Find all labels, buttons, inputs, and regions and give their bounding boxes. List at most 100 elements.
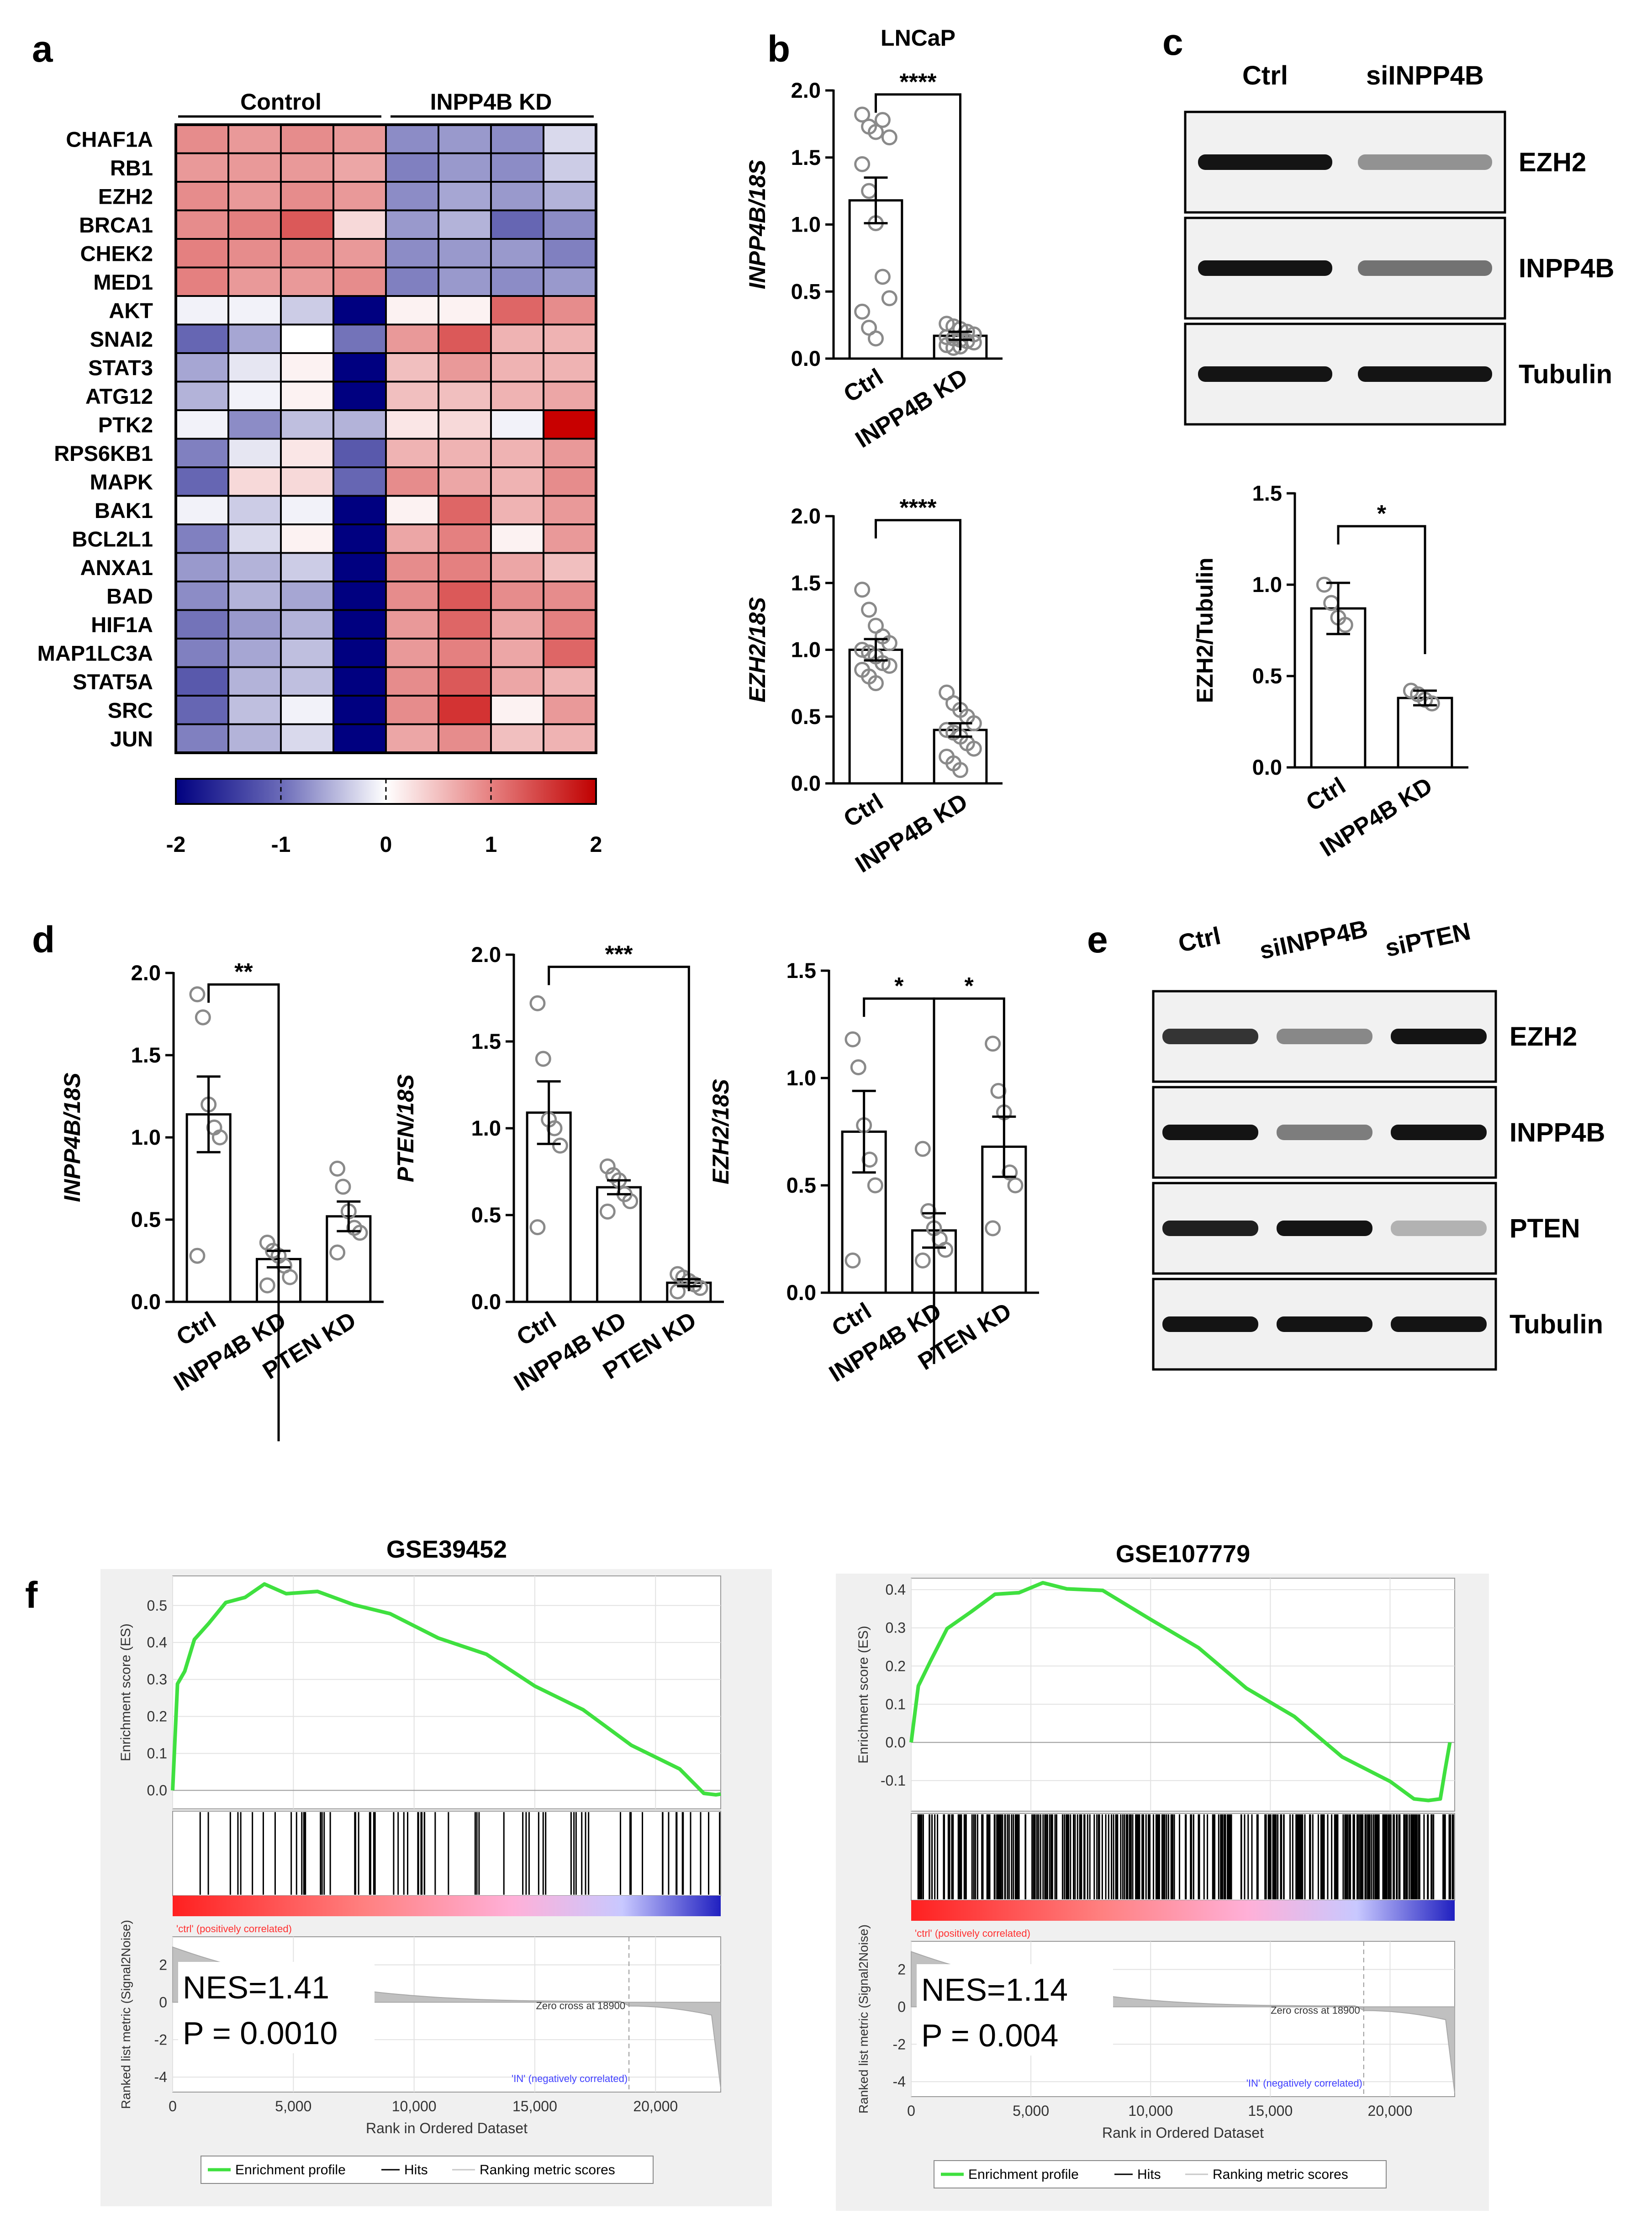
y-tick-label: 0.5 — [131, 1207, 161, 1231]
metric-tick-label: -2 — [154, 2031, 167, 2048]
heatmap-cell — [333, 381, 387, 411]
colorbar-tick-label: 0 — [380, 833, 392, 857]
data-point — [914, 1141, 931, 1157]
heatmap-cell — [333, 409, 387, 440]
heatmap-gene-label: BAK1 — [95, 498, 153, 523]
metric-tick-label: 2 — [159, 1956, 167, 1973]
heatmap-cell — [280, 323, 334, 354]
data-point — [861, 602, 877, 618]
heatmap-cell — [175, 438, 229, 468]
significance-label: * — [965, 973, 974, 999]
data-point — [259, 1277, 275, 1294]
heatmap-cell — [333, 295, 387, 326]
heatmap-cell — [227, 723, 282, 754]
x-tick-label: 10,000 — [1128, 2103, 1173, 2119]
y-tick-label: 0.0 — [791, 346, 821, 370]
data-point — [189, 1247, 206, 1264]
heatmap-gene-label: RB1 — [110, 156, 153, 180]
heatmap-cell — [490, 552, 544, 582]
heatmap-cell — [490, 295, 544, 326]
y-tick-label: 0.5 — [791, 279, 821, 303]
x-tick-label: 15,000 — [1248, 2103, 1293, 2119]
data-point — [874, 269, 891, 285]
significance-bracket — [207, 983, 280, 1442]
heatmap-cell — [385, 295, 439, 326]
y-tick-label: 1.5 — [786, 958, 816, 983]
es-tick-label: 0.3 — [147, 1671, 167, 1688]
data-point — [867, 1177, 883, 1194]
y-tick-label: 2.0 — [791, 504, 821, 528]
heatmap-cell — [333, 238, 387, 269]
significance-label: * — [894, 973, 904, 999]
significance-bracket — [863, 997, 935, 1364]
enrichment-profile-line — [909, 1581, 1452, 1802]
heatmap-cell — [280, 695, 334, 725]
heatmap-cell — [280, 152, 334, 183]
data-point — [861, 1152, 878, 1168]
data-point — [844, 1031, 861, 1047]
heatmap-cell — [333, 638, 387, 668]
heatmap-cell — [175, 495, 229, 525]
panel-label-d: d — [32, 919, 55, 961]
gsea-title: GSE107779 — [1116, 1540, 1250, 1568]
heatmap-cell — [280, 295, 334, 326]
y-tick-label: 0.5 — [786, 1173, 816, 1197]
heatmap-gene-label: JUN — [110, 727, 153, 751]
heatmap-cell — [385, 695, 439, 725]
heatmap-cell — [333, 209, 387, 240]
heatmap-cell — [227, 438, 282, 468]
heatmap-group-label: INPP4B KD — [430, 89, 552, 115]
chart-title: LNCaP — [881, 25, 955, 51]
es-tick-label: 0.2 — [886, 1658, 906, 1674]
heatmap-cell — [227, 124, 282, 154]
es-tick-label: 0.4 — [886, 1581, 906, 1598]
heatmap-cell — [438, 124, 492, 154]
data-point — [189, 986, 206, 1003]
heatmap-cell — [490, 181, 544, 211]
blot-band — [1162, 1221, 1258, 1236]
heatmap-cell — [385, 581, 439, 611]
heatmap-cell — [438, 181, 492, 211]
data-point — [990, 1083, 1007, 1099]
y-tick-label: 0.5 — [471, 1203, 501, 1227]
heatmap-cell — [175, 295, 229, 326]
metric-tick-label: 0 — [159, 1994, 167, 2010]
bar — [596, 1186, 642, 1303]
heatmap-cell — [280, 466, 334, 497]
heatmap-cell — [227, 323, 282, 354]
blot-band — [1391, 1125, 1487, 1140]
legend-label: Ranking metric scores — [1213, 2167, 1348, 2182]
x-tick-label: 0 — [169, 2098, 177, 2114]
bar — [933, 729, 988, 785]
es-plot-area — [172, 1575, 721, 1809]
heatmap-cell — [490, 581, 544, 611]
heatmap-cell — [543, 638, 597, 668]
heatmap-cell — [385, 638, 439, 668]
heatmap-cell — [385, 381, 439, 411]
y-tick-label: 1.0 — [786, 1066, 816, 1090]
legend-box — [934, 2160, 1387, 2188]
zero-cross-label: Zero cross at 18900 — [536, 2000, 625, 2011]
colorbar-tick-label: 1 — [485, 833, 497, 857]
heatmap-cell — [333, 438, 387, 468]
heatmap-cell — [333, 523, 387, 554]
heatmap-cell — [280, 181, 334, 211]
y-tick-label: 1.5 — [471, 1029, 501, 1053]
heatmap-cell — [280, 581, 334, 611]
data-point — [282, 1269, 298, 1285]
heatmap-cell — [227, 295, 282, 326]
heatmap-cell — [280, 438, 334, 468]
heatmap-cell — [543, 381, 597, 411]
blot-band — [1198, 260, 1332, 276]
heatmap-cell — [175, 152, 229, 183]
positive-correlation-label: 'ctrl' (positively correlated) — [915, 1928, 1030, 1939]
data-point — [546, 1120, 563, 1136]
legend-label: Enrichment profile — [235, 2162, 346, 2177]
p-value: P = 0.004 — [921, 2018, 1058, 2053]
heatmap-cell — [385, 723, 439, 754]
heatmap-cell — [280, 238, 334, 269]
heatmap-cell — [543, 409, 597, 440]
heatmap-cell — [227, 209, 282, 240]
heatmap-cell — [490, 438, 544, 468]
heatmap-cell — [227, 181, 282, 211]
